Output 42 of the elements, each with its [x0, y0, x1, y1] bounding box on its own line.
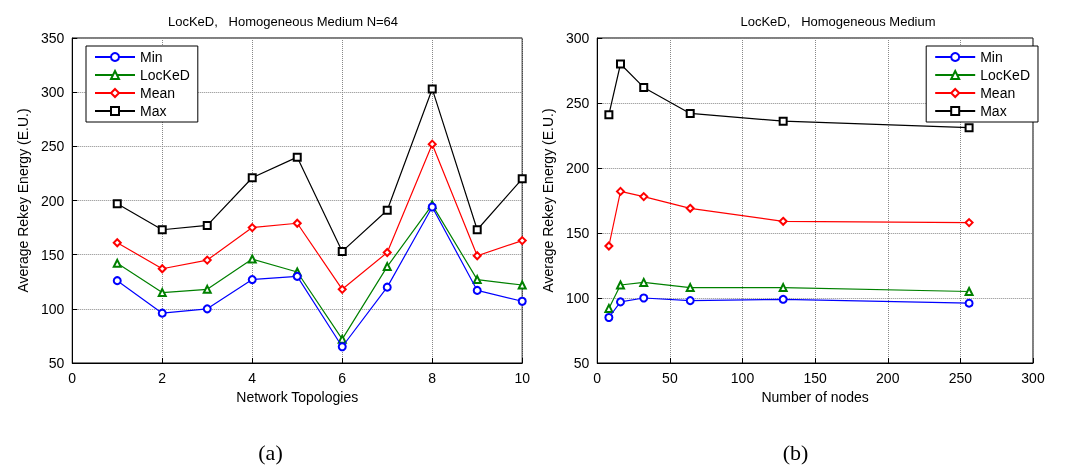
legend-label: Mean — [140, 85, 176, 101]
legend-label: Min — [140, 49, 163, 65]
x-tick-label: 300 — [1021, 370, 1045, 386]
y-axis-title: Average Rekey Energy (E.U.) — [15, 108, 31, 293]
x-axis-title: Number of nodes — [761, 388, 869, 405]
legend-label: Mean — [980, 85, 1016, 101]
y-tick-label: 100 — [40, 300, 65, 317]
legend-label: LocKeD — [980, 67, 1031, 83]
y-tick-label: 150 — [565, 225, 590, 241]
legend-label: LocKeD — [140, 67, 190, 83]
x-tick-label: 100 — [730, 370, 755, 386]
x-tick-label: 8 — [428, 370, 437, 386]
legend-label: Max — [140, 103, 167, 119]
x-tick-label: 200 — [876, 370, 900, 386]
y-tick-label: 200 — [40, 192, 65, 209]
legend-label: Min — [980, 49, 1003, 65]
y-tick-label: 150 — [40, 246, 65, 263]
x-tick-label: 0 — [68, 370, 77, 386]
x-tick-label: 250 — [948, 370, 973, 386]
text: (b) — [782, 439, 809, 465]
x-tick-label: 6 — [338, 370, 347, 386]
y-tick-label: 250 — [40, 138, 65, 155]
y-tick-label: 50 — [48, 355, 65, 371]
y-tick-label: 200 — [565, 160, 590, 176]
y-tick-label: 50 — [573, 355, 590, 371]
x-axis-title: Network Topologies — [236, 388, 359, 405]
x-tick-label: 4 — [248, 370, 257, 386]
y-axis-title: Average Rekey Energy (E.U.) — [540, 108, 556, 293]
chart-title: LocKeD, Homogeneous Medium — [740, 14, 936, 29]
x-tick-label: 0 — [593, 370, 602, 386]
legend-label: Max — [980, 103, 1007, 119]
x-tick-label: 2 — [158, 370, 167, 386]
x-tick-label: 150 — [803, 370, 828, 386]
x-tick-label: 50 — [662, 370, 678, 386]
y-tick-label: 300 — [565, 30, 590, 46]
y-tick-label: 250 — [565, 95, 590, 111]
y-tick-label: 300 — [40, 84, 65, 101]
text: (a) — [258, 439, 283, 465]
y-tick-label: 350 — [40, 30, 65, 46]
chart-title: LocKeD, Homogeneous Medium N=64 — [167, 14, 399, 29]
y-tick-label: 100 — [565, 290, 590, 306]
x-tick-label: 10 — [514, 370, 531, 386]
